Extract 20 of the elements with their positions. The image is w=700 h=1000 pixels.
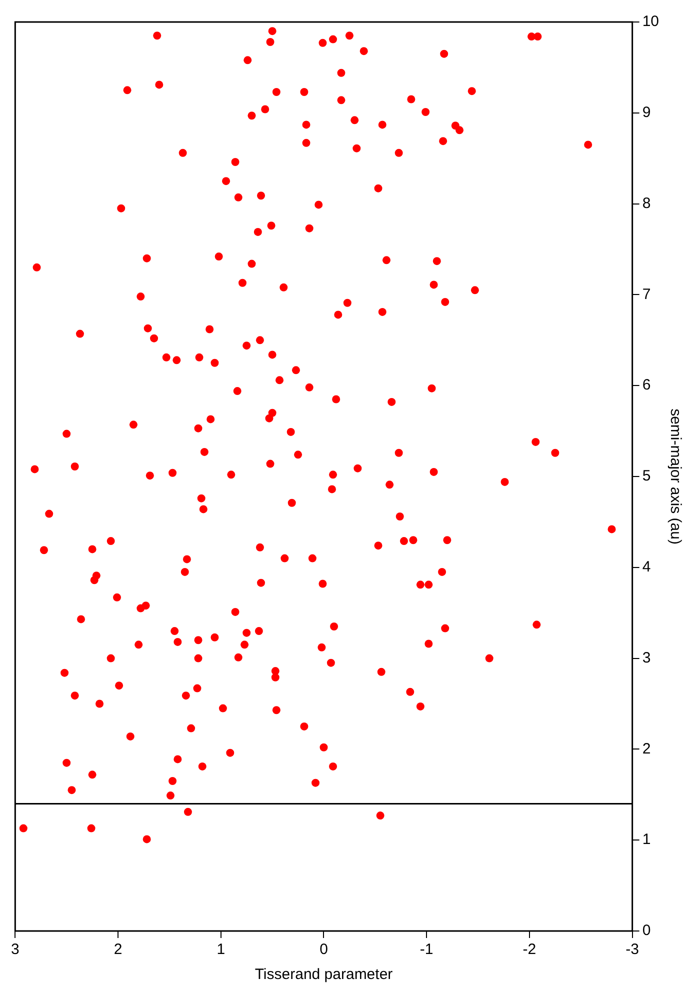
- y-tick-label: 1: [642, 831, 651, 848]
- x-axis-title: Tisserand parameter: [254, 966, 393, 984]
- y-tick-label: 6: [642, 376, 651, 394]
- x-tick-label: 3: [11, 941, 20, 958]
- y-tick-label: 3: [642, 649, 651, 666]
- x-tick-label: -3: [626, 941, 639, 958]
- y-tick-label: 5: [642, 468, 651, 485]
- x-tick-label: -1: [420, 941, 434, 958]
- y-tick-label: 10: [642, 13, 660, 30]
- y-tick-label: 0: [642, 922, 651, 940]
- y-tick-label: 8: [642, 194, 651, 212]
- y-tick-label: 9: [642, 104, 651, 122]
- y-tick-label: 2: [642, 740, 651, 758]
- y-axis-title: semi-major axis (au): [666, 408, 684, 544]
- y-tick-label: 4: [642, 558, 651, 576]
- x-tick-label: -2: [522, 941, 536, 958]
- y-tick-label: 7: [642, 286, 651, 303]
- x-tick-label: 1: [216, 941, 226, 958]
- x-tick-label: 0: [320, 941, 328, 958]
- x-tick-label: 2: [114, 941, 122, 958]
